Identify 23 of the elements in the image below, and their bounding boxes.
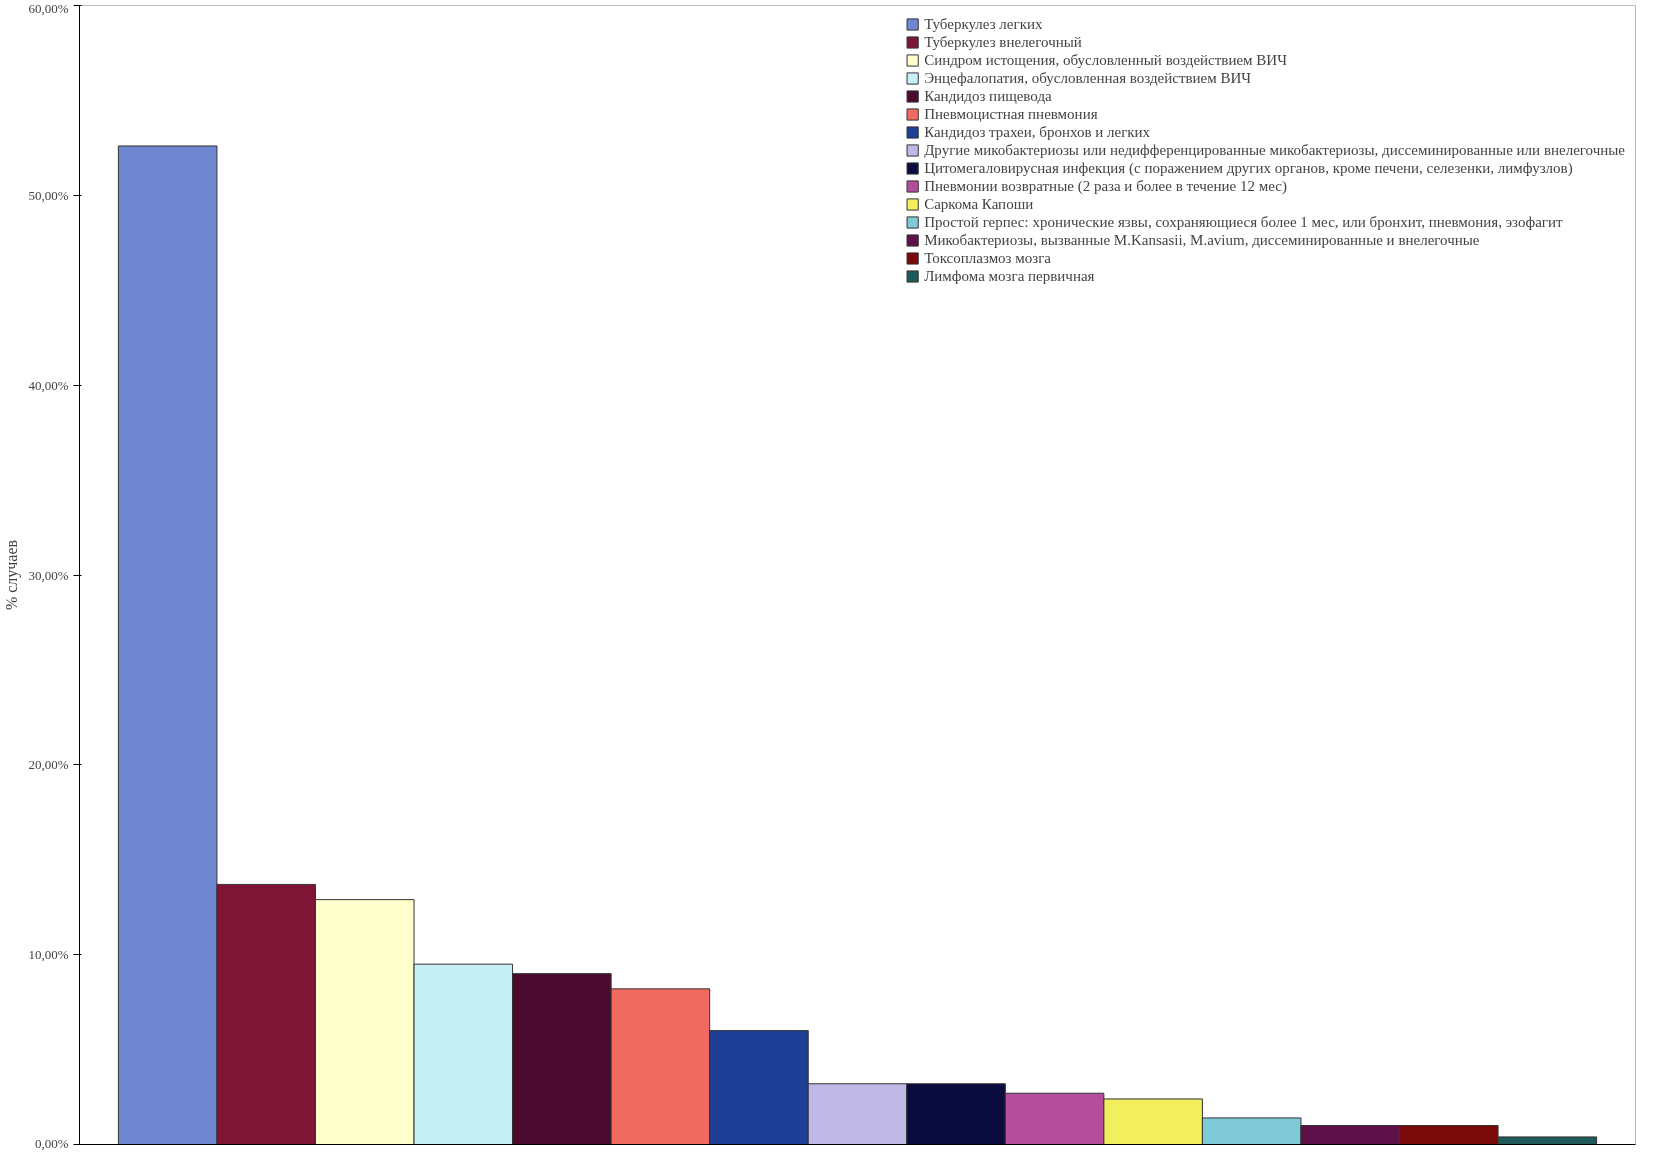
- legend-label: Другие микобактериозы или недифференцированные микобактериозы, диссеминированные или внелегочные: [924, 141, 1625, 159]
- y-tick-label: 10,00%: [28, 947, 69, 963]
- legend-label: Кандидоз трахеи, бронхов и легких: [924, 123, 1151, 141]
- y-tick-label: 50,00%: [28, 187, 69, 203]
- legend-label: Туберкулез легких: [924, 15, 1043, 33]
- legend-label: Лимфома мозга первичная: [924, 267, 1095, 285]
- y-tick-label: 60,00%: [28, 0, 69, 16]
- legend-label: Туберкулез внелегочный: [924, 33, 1082, 51]
- y-tick-label: 0,00%: [34, 1135, 69, 1151]
- legend-label: Простой герпес: хронические язвы, сохраняющиеся более 1 мес, или бронхит, пневмония, эзофагит: [924, 213, 1563, 231]
- legend-label: Цитомегаловирусная инфекция (с поражением других органов, кроме печени, селезенки, лимфузлов): [924, 159, 1573, 177]
- legend-label: Саркома Капоши: [924, 195, 1034, 213]
- y-axis-title: % случаев: [3, 539, 22, 611]
- legend-label: Пневмоцистная пневмония: [924, 105, 1098, 123]
- legend-label: Энцефалопатия, обусловленная воздействием ВИЧ: [924, 69, 1252, 87]
- legend-label: Пневмонии возвратные (2 раза и более в течение 12 мес): [924, 177, 1287, 195]
- legend-label: Кандидоз пищевода: [924, 87, 1052, 105]
- legend-label: Синдром истощения, обусловленный воздействием ВИЧ: [924, 51, 1287, 69]
- y-tick-label: 30,00%: [28, 567, 69, 583]
- y-tick-label: 20,00%: [28, 757, 69, 773]
- legend-label: Микобактериозы, вызванные M.Kansasii, M.avium, диссеминированные и внелегочные: [924, 231, 1480, 249]
- legend-label: Токсоплазмоз мозга: [924, 249, 1052, 267]
- y-tick-label: 40,00%: [28, 377, 69, 393]
